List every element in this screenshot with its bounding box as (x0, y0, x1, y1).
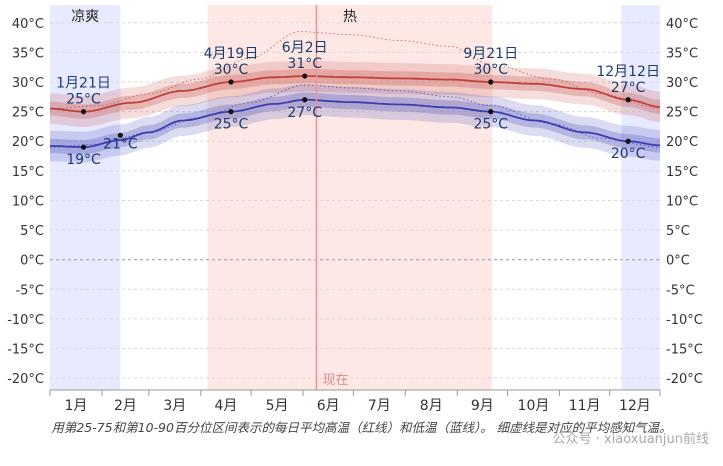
x-tick-label: 3月 (163, 398, 186, 414)
season-band-0 (50, 5, 121, 390)
y-tick-label-left: 35°C (12, 46, 44, 61)
y-tick-label-right: 20°C (666, 135, 698, 150)
annotation-point (80, 109, 87, 115)
x-tick-label: 7月 (368, 398, 391, 414)
annotation-point (625, 97, 631, 103)
annotation-temp: 30°C (214, 62, 249, 78)
x-tick-label: 2月 (114, 398, 137, 414)
annotation-point (625, 138, 631, 144)
x-tick-label: 6月 (317, 398, 340, 414)
high-perceived-line (49, 31, 661, 110)
annotation-point (302, 97, 308, 103)
annotation-temp: 31°C (287, 56, 322, 72)
annotation-temp: 19°C (66, 152, 101, 168)
y-tick-label-right: -5°C (666, 283, 695, 298)
season-band-1 (207, 5, 493, 390)
annotation-date: 6月2日 (282, 40, 328, 56)
y-tick-label-right: -15°C (666, 343, 703, 358)
y-tick-label-right: 35°C (666, 46, 698, 61)
watermark: 公众号 · xiaoxuanjun前线 (552, 432, 709, 447)
high-p10-p90-band (50, 60, 660, 128)
y-tick-label-left: 40°C (12, 17, 44, 32)
y-tick-label-right: 40°C (666, 17, 698, 32)
y-tick-label-right: 30°C (666, 76, 698, 91)
annotation-temp: 27°C (287, 105, 322, 121)
y-tick-label-left: 5°C (20, 224, 44, 239)
y-tick-label-right: 10°C (666, 194, 698, 209)
y-tick-label-left: -10°C (7, 313, 44, 328)
annotation-date: 4月19日 (204, 46, 259, 62)
annotation-temp: 27°C (611, 80, 646, 96)
y-tick-label-left: 10°C (12, 194, 44, 209)
x-tick-label: 9月 (471, 398, 494, 414)
annotation-point (228, 109, 234, 115)
annotation-temp: 25°C (66, 92, 101, 108)
y-tick-label-right: 5°C (666, 224, 690, 239)
x-tick-label: 8月 (420, 398, 443, 414)
annotation-point (80, 144, 87, 150)
chart-caption: 用第25-75和第10-90百分位区间表示的每日平均高温（红线）和低温（蓝线）。… (51, 420, 672, 435)
y-tick-label-left: -20°C (7, 372, 44, 387)
y-tick-label-left: 20°C (12, 135, 44, 150)
season-label: 热 (343, 9, 357, 25)
high-p25-p75-band (50, 69, 660, 119)
annotation-temp: 20°C (611, 146, 646, 162)
x-tick-label: 4月 (215, 398, 238, 414)
high-avg-line (50, 75, 661, 113)
annotation-temp: 25°C (473, 117, 508, 133)
annotation-point (302, 73, 308, 79)
temperature-chart: 凉爽 热 40°C 40°C 35°C 35°C 30°C 30°C 25°C 25°C 20°C 2… (7, 5, 703, 414)
annotation-point (488, 79, 494, 85)
x-tick-label: 11月 (569, 398, 601, 414)
low-p10-p90-band (50, 84, 660, 163)
y-tick-label-left: 15°C (12, 165, 44, 180)
annotation-date: 1月21日 (56, 76, 111, 92)
season-label: 凉爽 (71, 9, 99, 25)
annotation-temp: 25°C (214, 117, 249, 133)
season-band-2 (621, 5, 660, 390)
annotation-temp: 30°C (473, 62, 508, 78)
x-tick-label: 10月 (518, 398, 550, 414)
low-p25-p75-band (50, 92, 660, 155)
annotation-date: 12月12日 (596, 64, 660, 80)
annotation-date: 9月21日 (463, 46, 518, 62)
low-avg-line (50, 98, 661, 149)
y-tick-label-right: 25°C (666, 106, 698, 121)
y-tick-label-left: -5°C (15, 283, 44, 298)
x-tick-label: 5月 (266, 398, 289, 414)
y-tick-label-left: -15°C (7, 343, 44, 358)
y-tick-label-left: 30°C (12, 76, 44, 91)
x-tick-label: 1月 (65, 398, 88, 414)
y-tick-label-left: 0°C (20, 254, 44, 269)
annotation-point (488, 109, 494, 115)
annotation-temp: 21°C (103, 136, 138, 152)
y-tick-label-right: 0°C (666, 254, 690, 269)
annotation-point (117, 132, 123, 138)
annotation-point (228, 79, 234, 85)
now-label: 现在 (322, 373, 348, 388)
y-tick-label-right: -10°C (666, 313, 703, 328)
y-tick-label-right: 15°C (666, 165, 698, 180)
y-tick-label-right: -20°C (666, 372, 703, 387)
x-tick-label: 12月 (619, 398, 651, 414)
y-tick-label-left: 25°C (12, 106, 44, 121)
